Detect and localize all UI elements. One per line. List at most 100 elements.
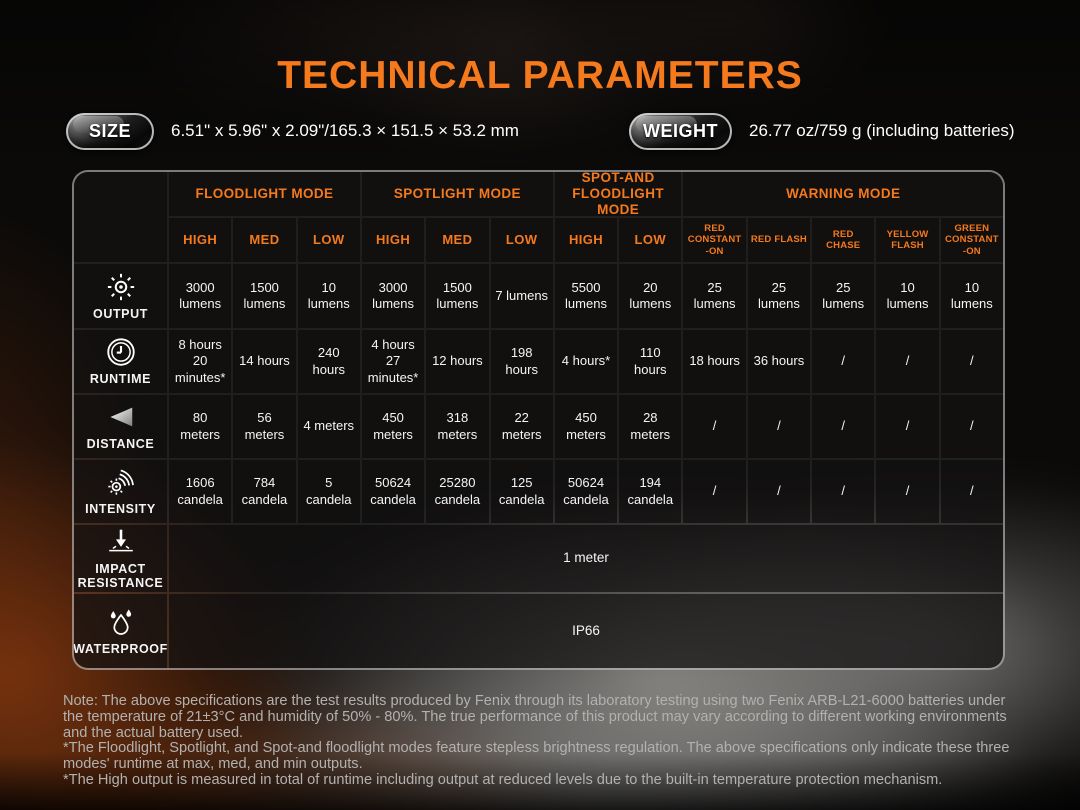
runtime-value-cell: 18 hours: [683, 330, 746, 393]
intensity-value-cell: 50624 candela: [554, 460, 618, 523]
mode-group-header: FLOODLIGHT MODE: [169, 172, 360, 216]
runtime-value-cell: 4 hours*: [554, 330, 618, 393]
intensity-row-title: INTENSITY: [85, 502, 156, 516]
intensity-radiate-icon: [106, 467, 136, 497]
size-badge-label: SIZE: [88, 120, 131, 141]
intensity-value-cell: 5 candela: [297, 460, 360, 523]
runtime-row-title: RUNTIME: [89, 372, 152, 386]
impact-resistance-value-cell: 1 meter: [169, 525, 1003, 592]
weight-value: 26.77 oz/759 g (including batteries): [749, 121, 1015, 140]
waterproof-value-cell: IP66: [169, 594, 1003, 668]
intensity-value-cell: /: [812, 460, 875, 523]
output-value-cell: 10 lumens: [940, 264, 1003, 328]
output-value-cell: 25 lumens: [683, 264, 746, 328]
table-corner-cell: [74, 172, 167, 262]
runtime-value-cell: /: [940, 330, 1003, 393]
output-value-cell: 3000 lumens: [169, 264, 232, 328]
size-spec: SIZE 6.51" x 5.96" x 2.09"/165.3 × 151.5…: [66, 111, 519, 151]
level-header: MED: [426, 218, 489, 262]
level-header: RED FLASH: [747, 218, 811, 262]
level-header: YELLOW FLASH: [876, 218, 939, 262]
runtime-value-cell: 36 hours: [747, 330, 811, 393]
weight-badge-label: WEIGHT: [643, 120, 718, 141]
intensity-value-cell: /: [747, 460, 811, 523]
intensity-value-cell: 25280 candela: [426, 460, 489, 523]
note-paragraph: *The High output is measured in total of…: [63, 771, 943, 788]
output-value-cell: 20 lumens: [619, 264, 682, 328]
weight-badge: WEIGHT: [629, 112, 732, 150]
waterproof-row-label: WATERPROOF: [74, 594, 167, 668]
intensity-value-cell: 784 candela: [233, 460, 296, 523]
level-header: MED: [233, 218, 296, 262]
runtime-value-cell: 8 hours 20 minutes*: [169, 330, 232, 393]
distance-row-title: DISTANCE: [86, 437, 155, 451]
intensity-value-cell: /: [876, 460, 939, 523]
output-row-title: OUTPUT: [93, 306, 148, 321]
level-header: GREEN CONSTANT -ON: [940, 218, 1003, 262]
distance-beam-icon: [106, 402, 136, 432]
waterproof-row-title: WATERPROOF: [73, 641, 168, 656]
level-header: HIGH: [169, 218, 232, 262]
output-value-cell: 25 lumens: [812, 264, 875, 328]
distance-value-cell: 450 meters: [361, 395, 425, 458]
distance-value-cell: 28 meters: [619, 395, 682, 458]
output-row-label: OUTPUT: [74, 264, 167, 328]
distance-row-label: DISTANCE: [74, 395, 167, 458]
runtime-clock-icon: [106, 337, 136, 367]
weight-spec: WEIGHT 26.77 oz/759 g (including batteri…: [629, 111, 1015, 151]
distance-value-cell: /: [683, 395, 746, 458]
impact-resistance-row-title: IMPACT RESISTANCE: [77, 562, 164, 590]
distance-value-cell: 22 meters: [490, 395, 553, 458]
runtime-value-cell: /: [876, 330, 939, 393]
brightness-sun-icon: [106, 272, 136, 302]
level-header: RED CONSTANT -ON: [683, 218, 746, 262]
distance-value-cell: /: [940, 395, 1003, 458]
distance-value-cell: 56 meters: [233, 395, 296, 458]
intensity-value-cell: 125 candela: [490, 460, 553, 523]
output-value-cell: 10 lumens: [297, 264, 360, 328]
notes: Note: The above specifications are the t…: [63, 693, 1019, 789]
distance-value-cell: 4 meters: [297, 395, 360, 458]
distance-value-cell: 318 meters: [426, 395, 489, 458]
waterproof-drops-icon: [106, 607, 136, 637]
output-value-cell: 7 lumens: [490, 264, 553, 328]
output-value-cell: 10 lumens: [876, 264, 939, 328]
output-value-cell: 3000 lumens: [361, 264, 425, 328]
distance-value-cell: 450 meters: [554, 395, 618, 458]
note-paragraph: Note: The above specifications are the t…: [63, 693, 1007, 741]
runtime-value-cell: 12 hours: [426, 330, 489, 393]
page-title: TECHNICAL PARAMETERS: [277, 54, 803, 97]
mode-group-header: SPOT-AND FLOODLIGHT MODE: [554, 172, 682, 217]
output-value-cell: 5500 lumens: [554, 264, 618, 328]
level-header: LOW: [619, 218, 682, 262]
intensity-value-cell: 194 candela: [619, 460, 682, 523]
output-value-cell: 1500 lumens: [426, 264, 489, 328]
distance-value-cell: /: [876, 395, 939, 458]
runtime-value-cell: 4 hours 27 minutes*: [361, 330, 425, 393]
runtime-row-label: RUNTIME: [74, 330, 167, 393]
output-value-cell: 1500 lumens: [233, 264, 296, 328]
intensity-row-label: INTENSITY: [74, 460, 167, 523]
output-value-cell: 25 lumens: [747, 264, 811, 328]
runtime-value-cell: 14 hours: [233, 330, 296, 393]
distance-value-cell: /: [812, 395, 875, 458]
runtime-value-cell: 240 hours: [297, 330, 360, 393]
mode-group-header: WARNING MODE: [683, 172, 1003, 216]
size-value: 6.51" x 5.96" x 2.09"/165.3 × 151.5 × 53…: [171, 121, 519, 140]
level-header: RED CHASE: [812, 218, 875, 262]
runtime-value-cell: 198 hours: [490, 330, 553, 393]
distance-value-cell: 80 meters: [169, 395, 232, 458]
impact-resistance-row-label: IMPACT RESISTANCE: [74, 525, 167, 592]
spec-table: FLOODLIGHT MODE SPOTLIGHT MODE SPOT-AND FL…: [72, 170, 1005, 670]
level-header: HIGH: [554, 218, 618, 262]
level-header: LOW: [490, 218, 553, 262]
level-header: HIGH: [361, 218, 425, 262]
runtime-value-cell: /: [812, 330, 875, 393]
intensity-value-cell: 50624 candela: [361, 460, 425, 523]
mode-group-header: SPOTLIGHT MODE: [361, 172, 553, 216]
intensity-value-cell: /: [683, 460, 746, 523]
intensity-value-cell: 1606 candela: [169, 460, 232, 523]
runtime-value-cell: 110 hours: [619, 330, 682, 393]
level-header: LOW: [297, 218, 360, 262]
